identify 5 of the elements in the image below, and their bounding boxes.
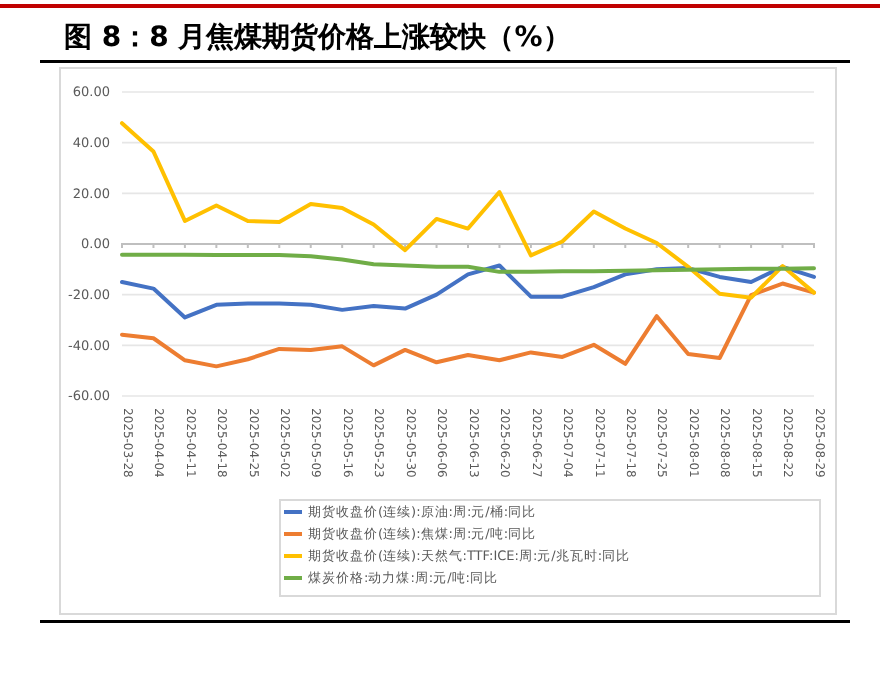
chart-title: 图 8：8 月焦煤期货价格上涨较快（%） bbox=[64, 22, 571, 54]
line-series bbox=[120, 252, 816, 274]
line-series bbox=[120, 263, 816, 320]
line-series bbox=[120, 281, 816, 369]
line-series bbox=[120, 121, 816, 300]
